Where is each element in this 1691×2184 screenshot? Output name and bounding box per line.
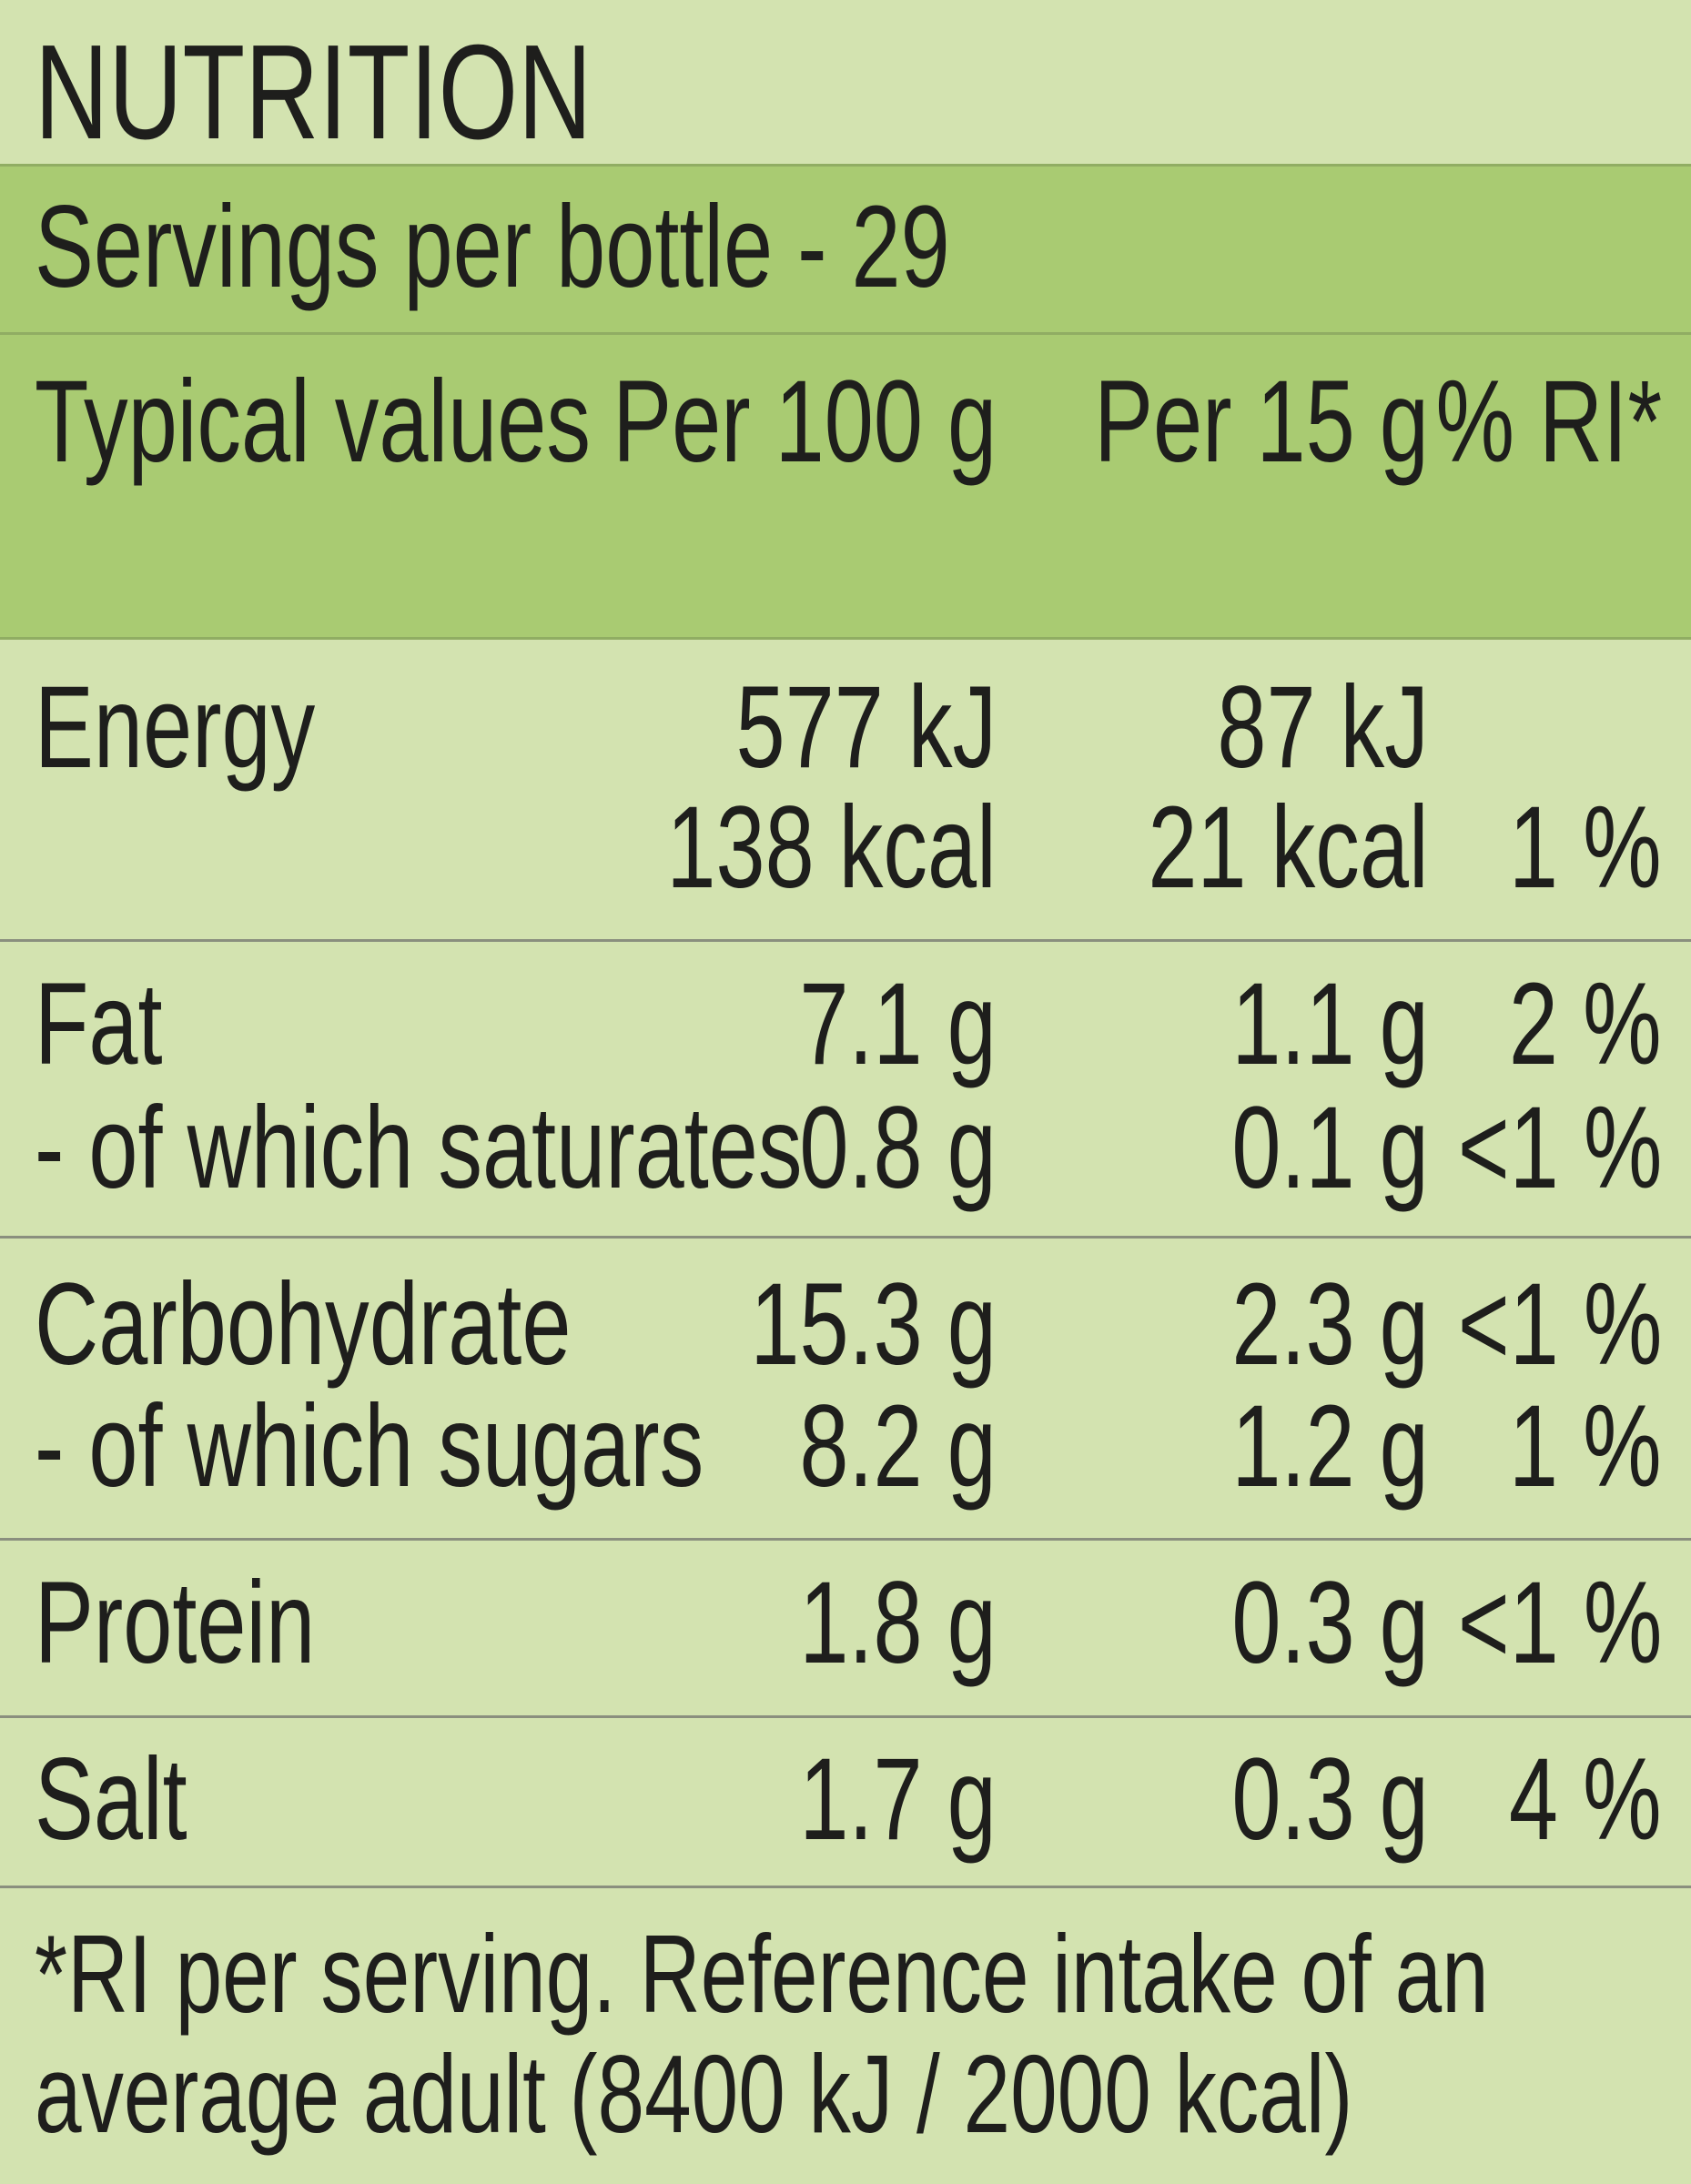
- carbohydrate-per-100g: 15.3 g: [750, 1259, 997, 1390]
- column-header-ri: % RI*: [1435, 357, 1662, 487]
- carbohydrate-per-15g: 2.3 g: [1231, 1259, 1429, 1390]
- protein-ri: <1 %: [1457, 1558, 1662, 1688]
- servings-per-bottle: Servings per bottle - 29: [35, 182, 950, 312]
- servings-band: [0, 164, 1691, 332]
- column-header-typical-values: Typical values: [35, 357, 591, 487]
- divider-salt: [0, 1715, 1691, 1718]
- divider-carbohydrate: [0, 1236, 1691, 1239]
- energy-kj-per-15g: 87 kJ: [1217, 662, 1429, 793]
- protein-per-100g: 1.8 g: [799, 1558, 997, 1688]
- energy-kcal-per-15g: 21 kcal: [1148, 783, 1429, 913]
- row-label-carbohydrate: Carbohydrate: [35, 1259, 572, 1390]
- row-label-energy: Energy: [35, 662, 316, 793]
- divider-fat: [0, 939, 1691, 942]
- protein-per-15g: 0.3 g: [1231, 1558, 1429, 1688]
- energy-kcal-per-100g: 138 kcal: [666, 783, 997, 913]
- fat-per-100g: 7.1 g: [799, 959, 997, 1089]
- salt-per-100g: 1.7 g: [799, 1734, 997, 1865]
- row-label-sugars: - of which sugars: [35, 1381, 704, 1512]
- footnote-line-2: average adult (8400 kJ / 2000 kcal): [35, 2032, 1353, 2156]
- column-header-per-100g: Per 100 g: [613, 357, 997, 487]
- sugars-ri: 1 %: [1509, 1381, 1662, 1512]
- column-header-per-15g: Per 15 g: [1094, 357, 1429, 487]
- row-label-salt: Salt: [35, 1734, 187, 1865]
- divider-protein: [0, 1538, 1691, 1541]
- row-label-fat: Fat: [35, 959, 163, 1089]
- fat-per-15g: 1.1 g: [1231, 959, 1429, 1089]
- carbohydrate-ri: <1 %: [1457, 1259, 1662, 1390]
- energy-ri: 1 %: [1509, 783, 1662, 913]
- row-label-protein: Protein: [35, 1558, 316, 1688]
- saturates-per-15g: 0.1 g: [1231, 1083, 1429, 1213]
- footnote-line-1: *RI per serving. Reference intake of an: [35, 1912, 1489, 2036]
- saturates-ri: <1 %: [1457, 1083, 1662, 1213]
- column-header-band: [0, 332, 1691, 640]
- saturates-per-100g: 0.8 g: [799, 1083, 997, 1213]
- panel-title: NUTRITION: [35, 17, 592, 167]
- salt-per-15g: 0.3 g: [1231, 1734, 1429, 1865]
- row-label-saturates: - of which saturates: [35, 1083, 803, 1213]
- salt-ri: 4 %: [1509, 1734, 1662, 1865]
- divider-footnote: [0, 1886, 1691, 1888]
- fat-ri: 2 %: [1509, 959, 1662, 1089]
- sugars-per-100g: 8.2 g: [799, 1381, 997, 1512]
- energy-kj-per-100g: 577 kJ: [735, 662, 997, 793]
- sugars-per-15g: 1.2 g: [1231, 1381, 1429, 1512]
